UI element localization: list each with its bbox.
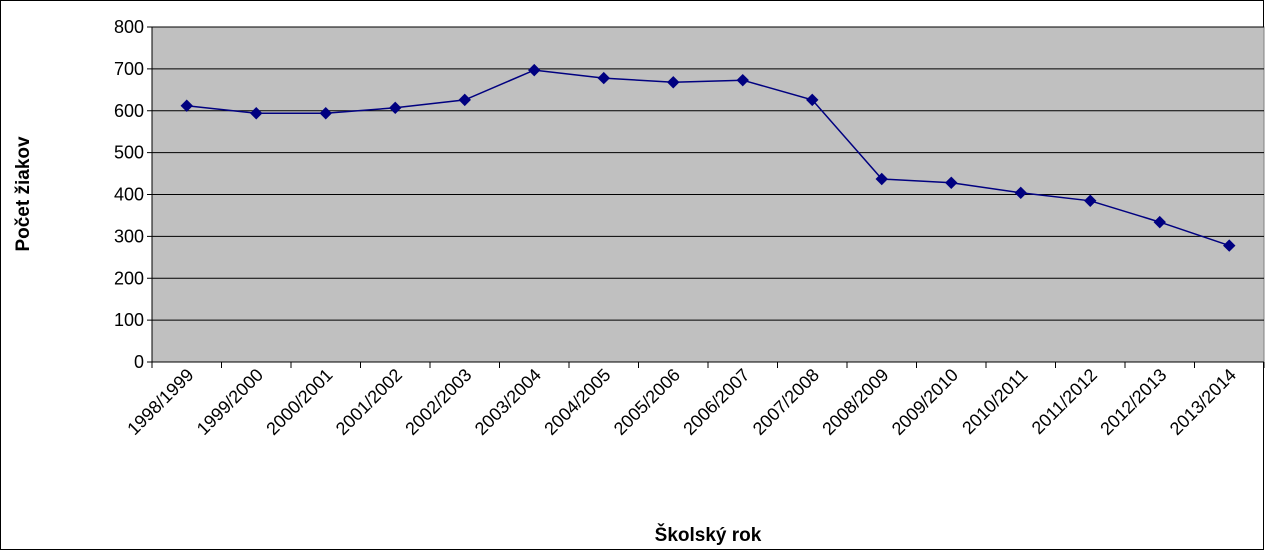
x-tick-label: 1999/2000	[193, 365, 267, 439]
x-tick-label: 2010/2011	[958, 365, 1031, 438]
x-tick-label: 1998/1999	[123, 365, 197, 439]
y-tick-label: 300	[114, 226, 144, 246]
data-point-marker	[1014, 186, 1027, 200]
data-point-marker	[250, 107, 263, 120]
y-tick-label: 100	[114, 310, 144, 330]
y-tick-label: 400	[114, 185, 144, 205]
data-point-marker	[597, 71, 610, 85]
data-point-marker	[458, 93, 471, 107]
data-point-marker	[528, 63, 541, 77]
y-tick-label: 600	[114, 101, 144, 121]
x-tick-label: 2009/2010	[888, 365, 962, 439]
data-point-marker	[1153, 215, 1166, 229]
data-point-marker	[319, 107, 332, 120]
x-tick-label: 2013/2014	[1166, 365, 1240, 439]
x-tick-label: 2003/2004	[471, 365, 545, 439]
x-tick-label: 2004/2005	[540, 365, 614, 439]
x-axis-title: Školský rok	[655, 524, 762, 546]
data-point-marker	[806, 93, 819, 107]
y-axis-title: Počet žiakov	[13, 136, 34, 252]
y-tick-label: 700	[114, 59, 144, 79]
x-tick-label: 2005/2006	[610, 365, 684, 439]
data-point-marker	[736, 73, 749, 87]
y-tick-label: 200	[114, 268, 144, 288]
y-tick-label: 500	[114, 143, 144, 163]
data-point-marker	[1223, 239, 1236, 252]
x-tick-label: 2006/2007	[679, 365, 753, 439]
data-point-marker	[875, 172, 888, 186]
data-point-marker	[389, 101, 402, 115]
x-tick-label: 2008/2009	[818, 365, 892, 439]
data-point-marker	[1084, 194, 1097, 207]
series-line	[186, 69, 1230, 247]
data-point-marker	[945, 176, 958, 189]
x-tick-label: 2001/2002	[332, 365, 406, 439]
data-point-marker	[180, 99, 193, 112]
x-tick-label: 2012/2013	[1096, 365, 1170, 439]
y-tick-label: 0	[134, 352, 144, 372]
y-tick-label: 800	[114, 17, 144, 37]
x-tick-label: 2007/2008	[749, 365, 823, 439]
data-point-marker	[667, 76, 680, 89]
x-tick-label: 2000/2001	[262, 365, 336, 439]
x-tick-label: 2011/2012	[1028, 365, 1101, 438]
x-tick-label: 2002/2003	[401, 365, 475, 439]
